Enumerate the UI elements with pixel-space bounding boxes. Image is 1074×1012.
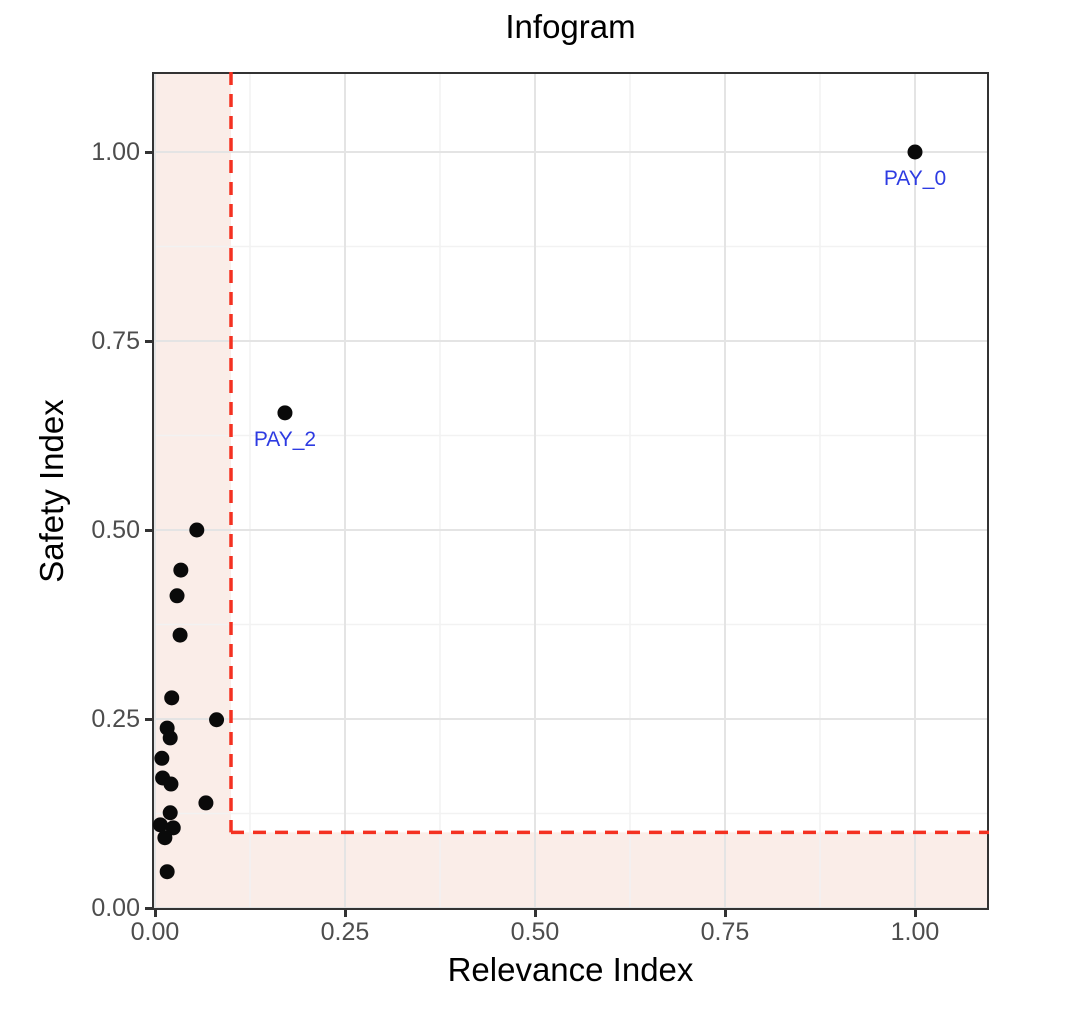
x-axis-tick-label: 0.00	[130, 918, 180, 946]
data-point	[162, 730, 178, 746]
data-point	[172, 627, 188, 643]
data-point	[154, 750, 170, 766]
plot-panel: PAY_0 PAY_2	[152, 72, 989, 910]
data-point	[152, 817, 168, 833]
data-point	[159, 864, 175, 880]
x-axis-tick-label: 0.75	[700, 918, 750, 946]
y-axis-tick-label: 1.00	[91, 138, 140, 166]
data-point	[162, 805, 178, 821]
y-axis-tick	[145, 718, 152, 721]
data-point	[163, 776, 179, 792]
y-axis-title: Safety Index	[33, 399, 70, 583]
inadmissible-region	[152, 72, 989, 910]
data-point	[189, 522, 205, 538]
chart-title: Infogram	[505, 8, 636, 45]
x-axis-tick-label: 1.00	[890, 918, 940, 946]
y-axis-tick-label: 0.25	[91, 705, 140, 733]
data-point	[209, 712, 225, 728]
y-axis-tick-label: 0.75	[91, 327, 140, 355]
x-axis-tick-label: 0.25	[320, 918, 370, 946]
data-point	[198, 795, 214, 811]
y-axis-tick-label: 0.00	[91, 894, 140, 922]
panel-border	[152, 72, 989, 910]
x-axis-tick-label: 0.50	[510, 918, 560, 946]
data-point	[169, 588, 185, 604]
x-axis-tick	[534, 910, 537, 917]
data-point	[165, 820, 181, 836]
data-point	[907, 144, 923, 160]
x-axis-tick	[344, 910, 347, 917]
x-axis-tick	[724, 910, 727, 917]
y-axis-tick	[145, 340, 152, 343]
y-axis-tick	[145, 151, 152, 154]
data-point	[173, 562, 189, 578]
point-label: PAY_0	[884, 167, 946, 190]
y-axis-tick-label: 0.50	[91, 516, 140, 544]
y-axis-tick	[145, 529, 152, 532]
point-label: PAY_2	[254, 428, 316, 451]
x-axis-title: Relevance Index	[447, 951, 694, 988]
data-point	[164, 690, 180, 706]
data-point	[277, 405, 293, 421]
data-point	[157, 830, 173, 846]
x-axis-tick	[154, 910, 157, 917]
plot-area: PAY_0 PAY_2	[152, 72, 989, 910]
x-axis-tick	[914, 910, 917, 917]
y-axis-tick	[145, 907, 152, 910]
